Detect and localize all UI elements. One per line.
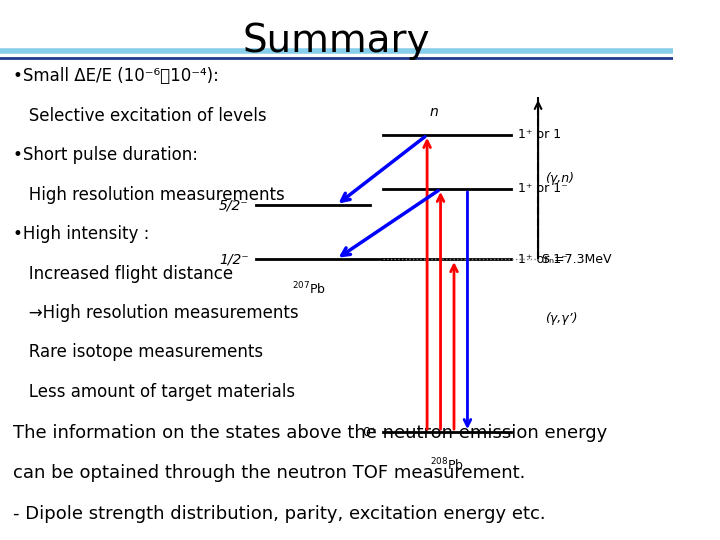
Text: →High resolution measurements: →High resolution measurements	[14, 304, 299, 322]
Text: (γ,n): (γ,n)	[545, 172, 574, 185]
Text: High resolution measurements: High resolution measurements	[14, 186, 285, 204]
Text: •High intensity :: •High intensity :	[14, 225, 150, 243]
Text: Rare isotope measurements: Rare isotope measurements	[14, 343, 264, 361]
Text: - Dipole strength distribution, parity, excitation energy etc.: - Dipole strength distribution, parity, …	[14, 505, 546, 523]
Text: Less amount of target materials: Less amount of target materials	[14, 383, 296, 401]
Text: Selective excitation of levels: Selective excitation of levels	[14, 107, 267, 125]
Text: 1⁺ or 1⁻: 1⁺ or 1⁻	[518, 253, 567, 266]
Text: (γ,γ’): (γ,γ’)	[545, 312, 577, 325]
Text: 1⁺ or 1⁻: 1⁺ or 1⁻	[518, 183, 567, 195]
Text: •Short pulse duration:: •Short pulse duration:	[14, 146, 199, 164]
Text: Increased flight distance: Increased flight distance	[14, 265, 233, 282]
Text: •Small ΔE/E (10⁻⁶～10⁻⁴):: •Small ΔE/E (10⁻⁶～10⁻⁴):	[14, 68, 220, 85]
Text: Summary: Summary	[243, 22, 430, 59]
Text: $^{207}$Pb: $^{207}$Pb	[292, 281, 326, 298]
Text: can be optained through the neutron TOF measurement.: can be optained through the neutron TOF …	[14, 464, 526, 482]
Text: $^{208}$Pb: $^{208}$Pb	[431, 456, 464, 473]
Text: 5/2⁻: 5/2⁻	[219, 198, 249, 212]
Text: 1/2⁻: 1/2⁻	[219, 252, 249, 266]
Text: The information on the states above the neutron emission energy: The information on the states above the …	[14, 424, 608, 442]
Text: Sₙ=7.3MeV: Sₙ=7.3MeV	[541, 253, 612, 266]
Text: n: n	[429, 105, 438, 119]
Text: 1⁺ or 1: 1⁺ or 1	[518, 129, 561, 141]
Text: 0⁺: 0⁺	[362, 426, 377, 438]
